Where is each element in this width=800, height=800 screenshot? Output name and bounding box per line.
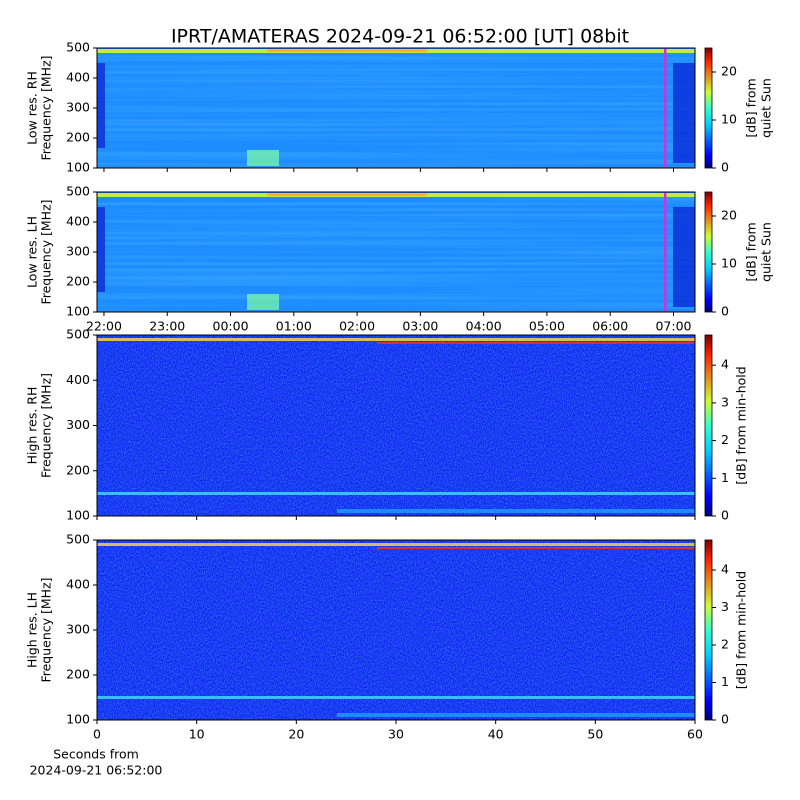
colorbar-tick-label: 0 [721,160,729,175]
x-tick-label: 02:00 [339,319,375,334]
spectrogram-band [267,49,427,52]
x-tick-label: 0 [93,727,101,742]
y-tick-label: 500 [66,532,90,547]
x-tick-label: 22:00 [86,319,122,334]
colorbar-tick-label: 10 [721,112,737,127]
y-tick-label: 400 [66,372,90,387]
y-axis-label: Frequency [MHz] [39,577,54,682]
spectrogram-texture [97,48,695,168]
x-tick-label: 23:00 [149,319,185,334]
spectrogram-burst [247,294,279,310]
colorbar [704,539,713,721]
x-tick-label: 60 [687,727,703,742]
y-tick-label: 100 [66,712,90,727]
colorbar-tick-label: 4 [721,562,729,577]
y-tick-label: 200 [66,667,90,682]
colorbar-tick-label: 10 [721,256,737,271]
y-tick-label: 200 [66,274,90,289]
x-tick-label: 30 [388,727,404,742]
spectrogram-texture [97,335,695,516]
spectrogram-burst [247,150,279,166]
colorbar-label: quiet Sun [759,222,774,282]
colorbar-tick-label: 0 [721,508,729,523]
colorbar [704,47,713,169]
spectrogram-band [337,713,695,717]
y-axis-label: High res. LH [25,592,40,668]
colorbar [704,334,713,517]
spectrogram-edge [97,207,105,292]
x-tick-label: 10 [189,727,205,742]
colorbar-label: [dB] from [744,78,759,137]
colorbar-tick-label: 0 [721,712,729,727]
colorbar-tick-label: 1 [721,674,729,689]
y-tick-label: 400 [66,70,90,85]
spectrogram-band [97,543,695,546]
y-tick-label: 400 [66,577,90,592]
colorbar-label: quiet Sun [759,78,774,138]
y-tick-label: 500 [66,327,90,342]
y-axis-label: Frequency [MHz] [39,55,54,160]
y-axis-label: Frequency [MHz] [39,373,54,478]
y-tick-label: 300 [66,244,90,259]
y-tick-label: 100 [66,160,90,175]
spectrogram-band [267,193,427,196]
colorbar-label: [dB] from min-hold [734,571,749,689]
colorbar-tick-label: 4 [721,357,729,372]
spectrogram-band [337,509,695,513]
y-tick-label: 300 [66,417,90,432]
y-axis-label: Frequency [MHz] [39,199,54,304]
y-tick-label: 300 [66,100,90,115]
figure-title: IPRT/AMATERAS 2024-09-21 06:52:00 [UT] 0… [171,26,629,48]
y-tick-label: 400 [66,214,90,229]
y-tick-label: 200 [66,462,90,477]
colorbar-tick-label: 1 [721,470,729,485]
spectrogram-band [377,547,695,549]
spectrogram-texture [97,540,695,720]
colorbar-tick-label: 20 [721,64,737,79]
x-tick-label: 20 [288,727,304,742]
x-tick-label: 03:00 [402,319,438,334]
spectrogram-band [97,492,695,495]
colorbar-tick-label: 20 [721,208,737,223]
x-tick-label: 06:00 [592,319,628,334]
y-tick-label: 500 [66,40,90,55]
colorbar-tick-label: 2 [721,432,729,447]
y-tick-label: 500 [66,184,90,199]
spectrogram-edge [97,63,105,148]
x-tick-label: 50 [587,727,603,742]
y-axis-label: High res. RH [25,387,40,465]
x-axis-label: 2024-09-21 06:52:00 [30,763,163,778]
y-axis-label: Low res. LH [25,216,40,288]
x-axis-label: Seconds from [53,747,139,762]
y-tick-label: 100 [66,508,90,523]
colorbar-tick-label: 0 [721,304,729,319]
spectrogram-band [97,696,695,699]
spectrogram-edge [673,63,695,163]
colorbar-label: [dB] from [744,222,759,281]
x-tick-label: 40 [488,727,504,742]
x-tick-label: 04:00 [466,319,502,334]
spectrogram-band [97,338,695,341]
y-axis-label: Low res. RH [25,71,40,145]
y-tick-label: 100 [66,304,90,319]
colorbar-label: [dB] from min-hold [734,366,749,484]
x-tick-label: 05:00 [529,319,565,334]
x-tick-label: 07:00 [655,319,691,334]
y-tick-label: 300 [66,622,90,637]
colorbar [704,191,713,313]
colorbar-tick-label: 3 [721,599,729,614]
colorbar-tick-label: 2 [721,637,729,652]
colorbar-tick-label: 3 [721,394,729,409]
spectrogram-edge [673,207,695,307]
spectrogram-texture [97,192,695,312]
x-tick-label: 01:00 [276,319,312,334]
y-tick-label: 200 [66,130,90,145]
spectrogram-band [377,342,695,344]
x-tick-label: 00:00 [213,319,249,334]
